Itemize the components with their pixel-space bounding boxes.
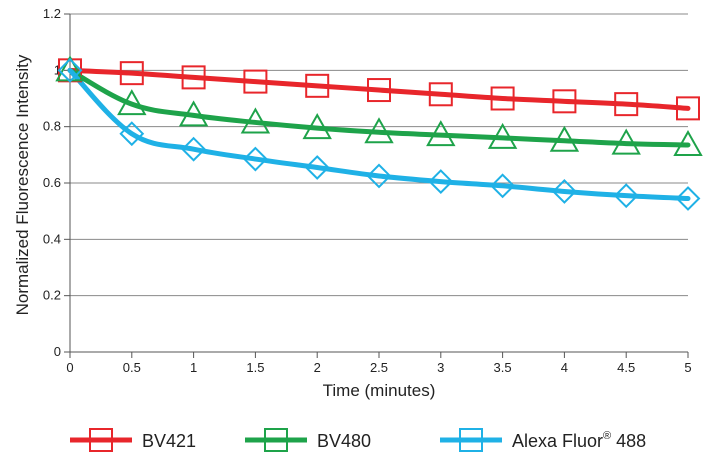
x-axis-title: Time (minutes)	[323, 381, 436, 400]
legend-label: BV421	[142, 431, 196, 451]
triangle-marker	[364, 117, 394, 144]
diamond-marker	[181, 136, 207, 162]
y-tick-label: 1	[54, 62, 61, 77]
series-lines	[67, 67, 691, 201]
triangle-marker	[117, 89, 147, 116]
y-tick-label: 0.8	[43, 119, 61, 134]
square-marker	[181, 65, 206, 90]
x-tick-label: 0.5	[123, 360, 141, 375]
legend-label-text: BV480	[317, 431, 371, 451]
diamond-marker	[57, 57, 83, 83]
diamond-marker	[119, 121, 145, 147]
triangle-marker	[178, 100, 209, 127]
y-tick-label: 0.6	[43, 175, 61, 190]
legend-marker	[459, 428, 483, 452]
x-tick-label: 1.5	[246, 360, 264, 375]
series-line-2	[67, 67, 691, 201]
x-tick-label: 2	[314, 360, 321, 375]
series-markers	[55, 55, 703, 211]
triangle-marker	[611, 128, 641, 155]
x-tick-label: 1	[190, 360, 197, 375]
triangle-marker	[673, 129, 703, 156]
x-tick-label: 3.5	[494, 360, 512, 375]
legend-label: BV480	[317, 431, 371, 451]
triangle-marker	[302, 113, 332, 140]
square-marker	[614, 92, 639, 117]
square-marker	[676, 96, 700, 121]
diamond-marker	[490, 173, 516, 199]
legend-marker	[89, 428, 113, 452]
legend-label-text: BV421	[142, 431, 196, 451]
grid-lines	[70, 13, 688, 297]
legend: BV421 BV480 Alexa Fluor® 488	[70, 428, 646, 452]
y-tick-label: 0.2	[43, 288, 61, 303]
square-marker	[119, 61, 144, 86]
triangle-marker	[426, 120, 456, 147]
diamond-marker	[242, 146, 268, 172]
triangle-marker	[549, 125, 580, 152]
square-marker	[428, 82, 453, 107]
square-marker	[552, 89, 577, 114]
square-marker	[367, 78, 391, 103]
x-tick-label: 2.5	[370, 360, 388, 375]
triangle-marker	[240, 107, 271, 134]
diamond-marker	[613, 183, 639, 209]
legend-label-text: Alexa Fluor	[512, 431, 603, 451]
legend-label: Alexa Fluor® 488	[512, 430, 646, 451]
diamond-marker	[551, 179, 577, 204]
legend-label-superscript: ®	[603, 430, 611, 442]
x-tick-label: 4	[561, 360, 568, 375]
x-tick-label: 4.5	[617, 360, 635, 375]
x-tick-label: 3	[437, 360, 444, 375]
square-marker	[305, 73, 330, 98]
y-tick-label: 0.4	[43, 231, 61, 246]
legend-label-suffix: 488	[611, 431, 646, 451]
diamond-marker	[304, 155, 330, 180]
x-tick-label: 5	[684, 360, 691, 375]
axes: 0 0.2 0.4 0.6 0.8 1 1.2 0 0.5 1 1.5 2 2.5 3 3.5 4 4.5 5	[43, 6, 692, 375]
y-axis-title: Normalized Fluorescence Intensity	[13, 54, 32, 315]
diamond-marker	[428, 169, 454, 195]
series-line-0	[67, 67, 691, 111]
series-line-1	[67, 67, 691, 148]
square-marker	[490, 86, 515, 111]
triangle-marker	[487, 122, 518, 149]
legend-marker	[264, 428, 288, 452]
x-tick-label: 0	[66, 360, 73, 375]
diamond-marker	[366, 163, 392, 189]
y-tick-label: 1.2	[43, 6, 61, 21]
square-marker	[243, 69, 268, 94]
diamond-marker	[675, 186, 701, 211]
y-tick-label: 0	[54, 344, 61, 359]
